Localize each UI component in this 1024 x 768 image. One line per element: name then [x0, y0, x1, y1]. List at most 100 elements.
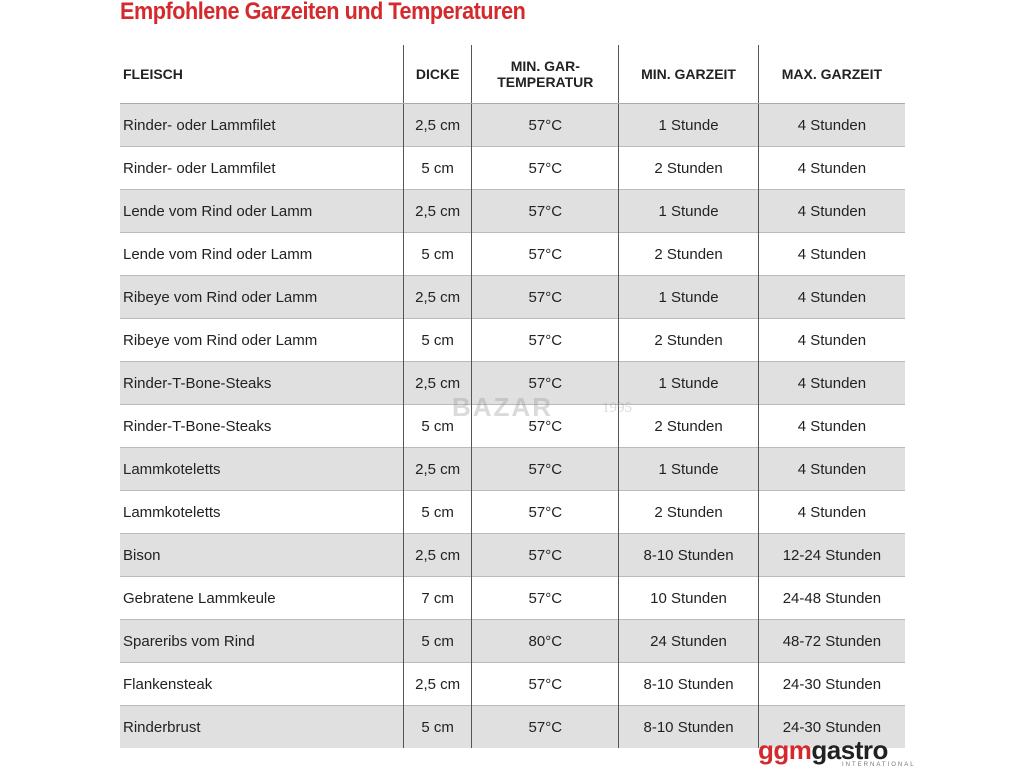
- cell: 1 Stunde: [618, 447, 759, 491]
- watermark-year: 1995: [602, 400, 632, 416]
- cell: 4 Stunden: [757, 447, 905, 491]
- cell: 57°C: [471, 146, 619, 190]
- table-row: Spareribs vom Rind 5 cm 80°C 24 Stunden 48-7…: [120, 619, 905, 663]
- cell: 4 Stunden: [757, 232, 905, 276]
- header-row: FLEISCH DICKE MIN. GAR-TEMPERATUR MIN. GARZ…: [120, 45, 905, 104]
- cell: 57°C: [471, 705, 619, 748]
- cell: 57°C: [471, 662, 619, 706]
- cell: Ribeye vom Rind oder Lamm: [120, 275, 404, 319]
- cell: 2,5 cm: [402, 447, 472, 491]
- cell: 2,5 cm: [402, 662, 472, 706]
- table-row: Flankensteak 2,5 cm 57°C 8-10 Stunden 24-30 …: [120, 662, 905, 706]
- table-row: Lammkoteletts 2,5 cm 57°C 1 Stunde 4 Stunden: [120, 447, 905, 491]
- cell: 57°C: [471, 275, 619, 319]
- cell: 4 Stunden: [757, 361, 905, 405]
- column-header-text: MAX. GARZEIT: [781, 66, 883, 82]
- cell: 8-10 Stunden: [618, 705, 759, 748]
- table-row: Gebratene Lammkeule 7 cm 57°C 10 Stunden 24-…: [120, 576, 905, 620]
- cell: 57°C: [471, 189, 619, 233]
- cell: Ribeye vom Rind oder Lamm: [120, 318, 404, 362]
- cell: 2 Stunden: [618, 146, 759, 190]
- title: Empfohlene Garzeiten und Temperaturen: [120, 0, 526, 25]
- cell: 5 cm: [402, 318, 472, 362]
- cell: Bison: [120, 533, 404, 577]
- cell: 57°C: [471, 576, 619, 620]
- table: FLEISCH DICKE MIN. GAR-TEMPERATUR MIN. GARZ…: [120, 45, 905, 748]
- logo-left: ggm: [758, 735, 812, 765]
- cell: Lende vom Rind oder Lamm: [120, 189, 404, 233]
- cell: Lammkoteletts: [120, 447, 404, 491]
- cell: 1 Stunde: [618, 275, 759, 319]
- table-row: Ribeye vom Rind oder Lamm 5 cm 57°C 2 Stund…: [120, 318, 905, 362]
- cell: 57°C: [471, 533, 619, 577]
- logo-sub: INTERNATIONAL: [842, 762, 916, 768]
- cell: 4 Stunden: [757, 318, 905, 362]
- watermark: BAZAR: [452, 392, 553, 422]
- cell: 24-30 Stunden: [757, 705, 905, 748]
- column-header: FLEISCH: [120, 45, 404, 104]
- cell: Lammkoteletts: [120, 490, 404, 534]
- cell: 8-10 Stunden: [618, 662, 759, 706]
- cell: 57°C: [471, 490, 619, 534]
- cell: 57°C: [471, 361, 619, 405]
- cell: 1 Stunde: [618, 189, 759, 233]
- cell: Rinder- oder Lammfilet: [120, 146, 404, 190]
- cell: 5 cm: [402, 146, 472, 190]
- cell: 57°C: [471, 404, 619, 448]
- table-row: Rinder- oder Lammfilet 5 cm 57°C 2 Stunden 4…: [120, 146, 905, 190]
- column-header: MIN. GAR-TEMPERATUR: [471, 45, 619, 104]
- table-row: Ribeye vom Rind oder Lamm 2,5 cm 57°C 1 Stu…: [120, 275, 905, 319]
- cell: 2 Stunden: [618, 232, 759, 276]
- column-header-text: MIN. GAR-TEMPERATUR: [497, 58, 594, 90]
- column-header: MIN. GARZEIT: [618, 45, 759, 104]
- cell: 80°C: [471, 619, 619, 663]
- cell: 4 Stunden: [757, 490, 905, 534]
- cell: 5 cm: [402, 404, 472, 448]
- cell: Rinder- oder Lammfilet: [120, 103, 404, 147]
- cell: 24 Stunden: [618, 619, 759, 663]
- table-row: Lende vom Rind oder Lamm 2,5 cm 57°C 1 Stun…: [120, 189, 905, 233]
- cell: Rinderbrust: [120, 705, 404, 748]
- cell: 2 Stunden: [618, 490, 759, 534]
- cell: 2,5 cm: [402, 103, 472, 147]
- cell: Spareribs vom Rind: [120, 619, 404, 663]
- cell: 5 cm: [402, 232, 472, 276]
- cell: 12-24 Stunden: [757, 533, 905, 577]
- cell: 24-48 Stunden: [757, 576, 905, 620]
- cell: 2,5 cm: [402, 361, 472, 405]
- cell: 2 Stunden: [618, 318, 759, 362]
- cell: 7 cm: [402, 576, 472, 620]
- cell: 8-10 Stunden: [618, 533, 759, 577]
- cell: 1 Stunde: [618, 103, 759, 147]
- cell: 57°C: [471, 232, 619, 276]
- column-header-text: MIN. GARZEIT: [641, 66, 736, 82]
- table-row: Rinderbrust 5 cm 57°C 8-10 Stunden 24-30 Stu…: [120, 705, 905, 748]
- cell: 57°C: [471, 103, 619, 147]
- table-row: Rinder-T-Bone-Steaks 2,5 cm 57°C 1 Stunde 4 …: [120, 361, 905, 405]
- column-header-text: DICKE: [415, 66, 460, 82]
- table-row: Rinder-T-Bone-Steaks 5 cm 57°C 2 Stunden 4 S…: [120, 404, 905, 448]
- table-row: Lammkoteletts 5 cm 57°C 2 Stunden 4 Stunden: [120, 490, 905, 534]
- logo: ggmgastro: [758, 735, 888, 766]
- cell: 4 Stunden: [757, 146, 905, 190]
- table-row: Bison 2,5 cm 57°C 8-10 Stunden 12-24 Stunden: [120, 533, 905, 577]
- cell: 5 cm: [402, 619, 472, 663]
- cell: Gebratene Lammkeule: [120, 576, 404, 620]
- cell: Flankensteak: [120, 662, 404, 706]
- cell: 2,5 cm: [402, 275, 472, 319]
- cell: Rinder-T-Bone-Steaks: [120, 361, 404, 405]
- cell: 4 Stunden: [757, 103, 905, 147]
- column-header: DICKE: [402, 45, 472, 104]
- cell: 1 Stunde: [618, 361, 759, 405]
- table-row: Lende vom Rind oder Lamm 5 cm 57°C 2 Stunde…: [120, 232, 905, 276]
- cell: 5 cm: [402, 490, 472, 534]
- cell: 4 Stunden: [757, 404, 905, 448]
- cell: 24-30 Stunden: [757, 662, 905, 706]
- cell: 2,5 cm: [402, 533, 472, 577]
- cell: 4 Stunden: [757, 275, 905, 319]
- cell: 57°C: [471, 318, 619, 362]
- logo-right: gastro: [811, 735, 888, 765]
- table-row: Rinder- oder Lammfilet 2,5 cm 57°C 1 Stunde…: [120, 103, 905, 147]
- cell: Lende vom Rind oder Lamm: [120, 232, 404, 276]
